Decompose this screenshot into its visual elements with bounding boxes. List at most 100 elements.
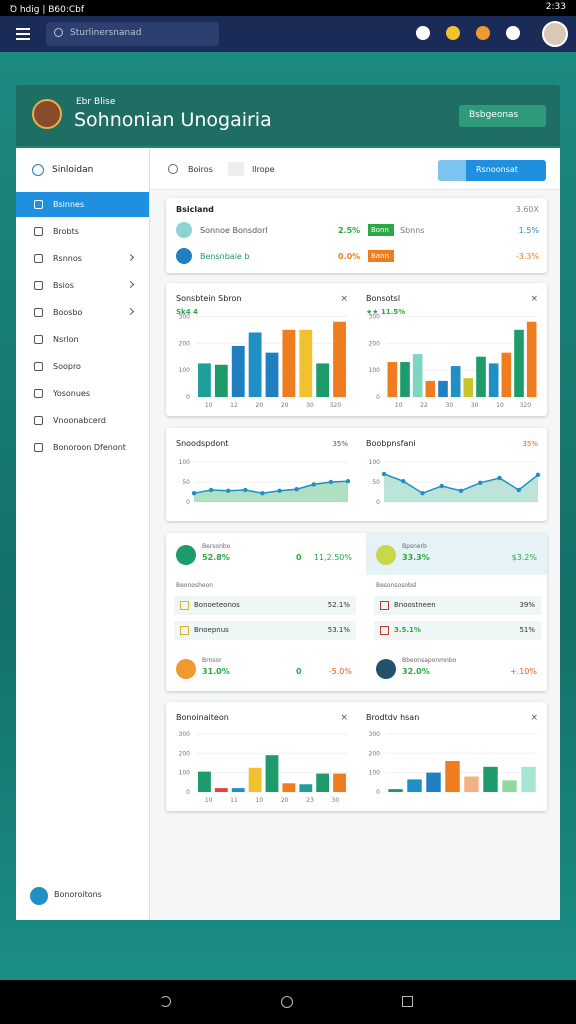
bar [265,755,279,792]
y-tick-label: 100 [369,770,381,777]
header-button[interactable]: Bsbgeonas [459,105,546,127]
bar [445,761,460,792]
bar [514,329,524,397]
x-tick-label: 10 [395,402,403,409]
row-label: Bensnbaie b [200,252,250,261]
sidebar-item[interactable]: Bsinnes [16,192,149,217]
icon[interactable] [476,26,490,40]
close-icon[interactable]: × [530,713,538,723]
x-tick-label: 11 [230,797,238,804]
button-text: Rsnoonsat [476,165,518,174]
icon [34,281,43,290]
sidebar-footer[interactable]: Bonoroitons [54,890,102,899]
stat-label: Brnsor [202,657,222,664]
toolbar-button[interactable]: Rsnoonsat [438,160,546,181]
y-tick-label: 50 [182,479,190,486]
badge-label: Sbnns [400,226,425,235]
recents-button[interactable] [402,996,413,1007]
icon[interactable] [446,26,460,40]
header-title: Sohnonian Unogairia [74,109,272,131]
sidebar-label: Brobts [53,227,79,236]
x-tick-label: 320 [520,402,532,409]
icon[interactable] [506,26,520,40]
stat-row-value: 53.1% [327,626,350,634]
row-end: -3.3% [515,252,539,261]
sidebar-item[interactable]: Rsnnos [16,246,149,271]
y-tick-label: 300 [179,731,191,738]
stat-row-value: 51% [519,626,535,634]
point [226,488,231,493]
icon [376,659,396,679]
toolbar-search[interactable]: Boiros [188,165,213,174]
chart-title: Bonsotsl [366,294,400,303]
stat-value: 33.3% [402,553,430,562]
stat-row-value: 52.1% [327,601,350,609]
line-chart: Boobpnsfani 35% 0 50 100 [366,439,541,506]
sidebar-item[interactable]: Brobts [16,219,149,244]
icon [176,222,192,238]
stat-row: Bnoostneen 39% [374,596,541,615]
icon [34,389,43,398]
x-tick-label: 30 [306,402,314,409]
header-kicker: Ebr Blise [76,97,116,107]
x-tick-label: 10 [256,797,264,804]
app-bar: Sturlinersnanad [0,16,576,52]
sidebar-item[interactable]: Bsios [16,273,149,298]
back-button[interactable] [160,996,171,1007]
sidebar-label: Vnoonabcerd [53,416,106,425]
bar [282,329,296,397]
menu-button[interactable] [16,28,30,40]
bar [248,332,262,397]
bar [214,788,228,792]
icon[interactable] [416,26,430,40]
row-label: Sonnoe Bonsdorl [200,226,268,235]
point [260,491,265,496]
bar-chart: Sonsbtein Sbron Sk4 4 × 0 100 200 300 10 12 20 20 3… [176,294,348,409]
sidebar-item[interactable]: Bonoroon Dfenont [16,435,149,460]
bar [502,780,517,792]
close-icon[interactable]: × [530,294,538,304]
icon [176,659,196,679]
line-chart: Snoodspdont 35% 0 50 100 [176,439,351,506]
search-box[interactable]: Sturlinersnanad [46,22,219,46]
sidebar-label: Bsios [53,281,74,290]
bar [407,779,422,792]
x-tick-label: 20 [256,402,264,409]
close-icon[interactable]: × [340,294,348,304]
sidebar-item[interactable]: Nsrlon [16,327,149,352]
bar [265,352,279,397]
bar [231,788,245,792]
sidebar-item[interactable]: Soopro [16,354,149,379]
bar-chart: Bonoinaiteon × 0 100 200 300 10 11 10 20 23 30 [176,713,348,804]
sidebar-item[interactable]: Vnoonabcerd [16,408,149,433]
y-tick-label: 100 [179,770,191,777]
bar-card: Sonsbtein Sbron Sk4 4 × 0 100 200 300 10 12 20 20 3… [166,283,547,416]
area [194,481,348,502]
x-tick-label: 320 [330,402,342,409]
stat-delta: -5.0% [328,667,352,676]
sidebar-item[interactable]: Boosbo [16,300,149,325]
y-tick-label: 200 [179,340,191,347]
close-icon[interactable]: × [340,713,348,723]
nav-bar [0,980,576,1024]
icon [34,443,43,452]
home-button[interactable] [281,996,293,1008]
icon [376,545,396,565]
point [191,491,197,496]
chart-tag: Sk4 4 [176,308,198,316]
y-tick-label: 100 [369,459,381,466]
y-tick-label: 0 [376,394,380,401]
point [478,480,483,485]
stat-label: Bersonbo [202,543,231,550]
icon [176,545,196,565]
avatar[interactable] [542,21,568,47]
toolbar-filter[interactable]: Ilrope [252,165,275,174]
point [294,487,299,492]
stat-row-value: 39% [519,601,535,609]
badge-text: Bann [371,252,389,260]
point [497,475,502,481]
bar [476,356,486,397]
bar-chart: Bonsotsl ★★ 11.5% × 0 100 200 300 10 22 30 30 10 320 [366,294,538,409]
sidebar-item[interactable]: Yosonues [16,381,149,406]
